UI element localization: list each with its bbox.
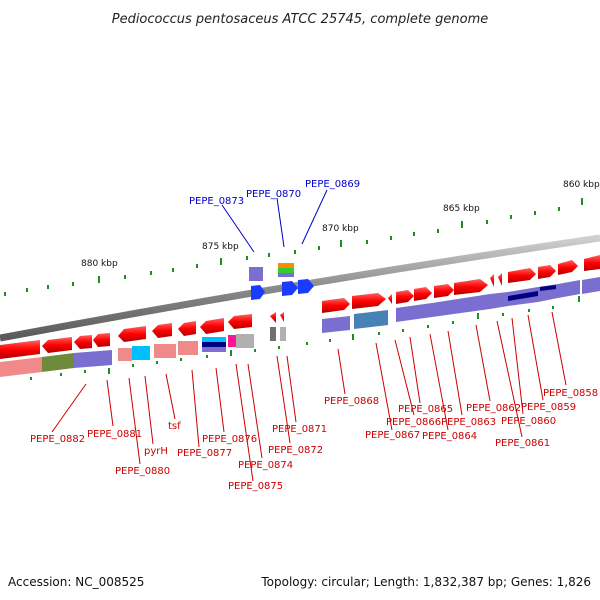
label-tsf: tsf	[168, 421, 181, 432]
label-pepe-0861: PEPE_0861	[495, 438, 550, 449]
gene-pepe-0867[interactable]	[352, 293, 386, 309]
gene-pepe-0864[interactable]	[414, 287, 432, 301]
gene-pepe-0874[interactable]	[228, 314, 252, 329]
label-pyrh: pyrH	[144, 446, 168, 457]
label-pepe-0871: PEPE_0871	[272, 424, 327, 435]
label-pepe-0876: PEPE_0876	[202, 434, 257, 445]
label-pepe-0862: PEPE_0862	[466, 403, 521, 414]
gene-pepe-0859[interactable]	[508, 268, 536, 283]
gene-pepe-0862[interactable]	[454, 279, 488, 295]
gene-pepe-0871[interactable]	[280, 312, 284, 322]
mid-cluster	[249, 263, 314, 300]
label-pepe-0873: PEPE_0873	[189, 196, 244, 207]
label-pepe-0866: PEPE_0866	[386, 417, 441, 428]
accession-text: Accession: NC_008525	[8, 575, 144, 589]
tick-label-860: 860 kbp	[563, 180, 600, 190]
label-pepe-0869: PEPE_0869	[305, 179, 360, 190]
label-pepe-0859: PEPE_0859	[521, 402, 576, 413]
label-pepe-0880: PEPE_0880	[115, 466, 170, 477]
gene-pepe-0876[interactable]	[178, 321, 196, 336]
label-pepe-0864: PEPE_0864	[422, 431, 477, 442]
forward-strand-genes	[322, 255, 600, 313]
gene-pepe-0865[interactable]	[396, 290, 414, 304]
label-pepe-0881: PEPE_0881	[87, 429, 142, 440]
inner-ticks	[30, 296, 580, 380]
gene-pepe-0858[interactable]	[558, 260, 578, 275]
label-pepe-0875: PEPE_0875	[228, 481, 283, 492]
gene-pepe-0866[interactable]	[388, 294, 392, 304]
label-pepe-0870: PEPE_0870	[246, 189, 301, 200]
topology-text: Topology: circular; Length: 1,832,387 bp…	[260, 575, 591, 589]
label-pepe-0882: PEPE_0882	[30, 434, 85, 445]
gene-pepe-0868[interactable]	[322, 298, 350, 313]
tick-label-865: 865 kbp	[443, 204, 480, 214]
reverse-strand-genes	[0, 312, 284, 359]
label-pepe-0877: PEPE_0877	[177, 448, 232, 459]
gene-edge-1[interactable]	[584, 255, 600, 271]
gene-pepe-0882[interactable]	[0, 340, 40, 359]
leader-lines-red	[51, 311, 567, 482]
gene-pepe-0877[interactable]	[152, 323, 172, 338]
label-pepe-0858: PEPE_0858	[543, 388, 598, 399]
gene-pepe-0872[interactable]	[270, 312, 276, 323]
label-pepe-0865: PEPE_0865	[398, 404, 453, 415]
gene-pepe-0863[interactable]	[434, 284, 454, 298]
gene-pepe-0875[interactable]	[200, 318, 224, 334]
gene-pepe-0869[interactable]	[298, 279, 314, 294]
gene-pepe-0860[interactable]	[498, 273, 502, 286]
label-pepe-0868: PEPE_0868	[324, 396, 379, 407]
tick-label-880: 880 kbp	[81, 259, 118, 269]
gene-pepe-0861[interactable]	[490, 274, 494, 287]
gene-tsf[interactable]	[118, 326, 146, 342]
leader-lines-blue	[221, 189, 328, 253]
scale-ticks	[4, 198, 583, 296]
gene-pepe-0858-a[interactable]	[538, 265, 556, 279]
label-pepe-0863: PEPE_0863	[441, 417, 496, 428]
label-pepe-0872: PEPE_0872	[268, 445, 323, 456]
gene-pepe-0870[interactable]	[282, 281, 298, 296]
gene-pepe-0873-b[interactable]	[251, 285, 265, 300]
map-title: Pediococcus pentosaceus ATCC 25745, comp…	[112, 12, 489, 27]
label-pepe-0874: PEPE_0874	[238, 460, 293, 471]
forward-cog-bars	[322, 277, 600, 333]
tick-label-870: 870 kbp	[322, 224, 359, 234]
label-pepe-0860: PEPE_0860	[501, 416, 556, 427]
gene-pepe-0881[interactable]	[42, 337, 72, 353]
gene-pepe-0873[interactable]	[249, 267, 263, 281]
reverse-cog-bars	[0, 327, 286, 377]
gene-pepe-0880[interactable]	[74, 335, 92, 349]
gene-pyrh[interactable]	[93, 333, 110, 347]
label-pepe-0867: PEPE_0867	[365, 430, 420, 441]
tick-label-875: 875 kbp	[202, 242, 239, 252]
